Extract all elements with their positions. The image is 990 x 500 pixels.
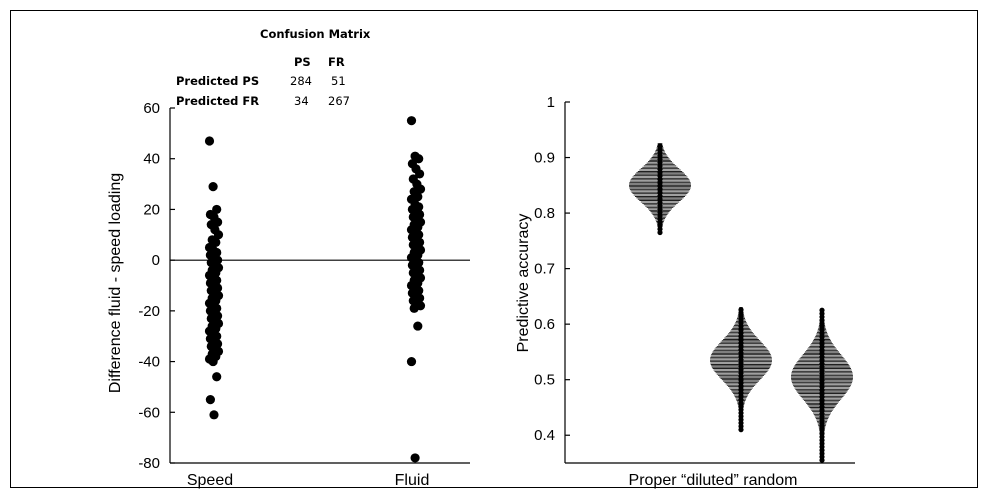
left-y-tick-label: 20 bbox=[143, 201, 160, 218]
cm-col-fr: FR bbox=[328, 55, 345, 69]
left-y-tick-label: -80 bbox=[138, 455, 160, 472]
cm-cell-fr-fr: 267 bbox=[328, 94, 350, 108]
left-y-tick-label: -40 bbox=[138, 354, 160, 371]
cm-col-ps: PS bbox=[294, 55, 311, 69]
scatter-point-speed bbox=[208, 182, 218, 192]
right-y-tick-label: 0.6 bbox=[534, 316, 555, 333]
cm-cell-ps-ps: 284 bbox=[290, 74, 312, 88]
right-chart: 0.40.50.60.70.80.91 Predictive accuracy … bbox=[515, 94, 855, 489]
distribution-diluted bbox=[710, 307, 772, 433]
left-y-tick-label: 60 bbox=[143, 100, 160, 117]
scatter-point-speed bbox=[208, 356, 218, 367]
scatter-point-fluid bbox=[406, 356, 417, 367]
distribution-random bbox=[791, 307, 853, 463]
confusion-matrix: Confusion Matrix PS FR Predicted PS 284 … bbox=[176, 27, 371, 108]
left-y-tick-label: 0 bbox=[152, 252, 160, 269]
left-x-tick-speed: Speed bbox=[187, 472, 233, 489]
scatter-point-fluid bbox=[415, 169, 425, 179]
left-y-tick-label: -60 bbox=[138, 404, 160, 421]
left-y-label: Difference fluid - speed loading bbox=[107, 173, 124, 393]
scatter-point-speed bbox=[209, 410, 219, 420]
right-y-tick-label: 0.4 bbox=[534, 427, 555, 444]
left-y-tick-label: -20 bbox=[138, 303, 160, 320]
distribution-point bbox=[738, 307, 744, 313]
cm-cell-ps-fr: 51 bbox=[331, 74, 346, 88]
scatter-point-speed bbox=[205, 395, 215, 405]
scatter-point-speed bbox=[212, 204, 222, 215]
right-y-tick-label: 0.7 bbox=[534, 261, 555, 278]
scatter-point-fluid bbox=[413, 321, 423, 331]
scatter-point-fluid bbox=[414, 154, 424, 164]
left-y-tick-label: 40 bbox=[143, 151, 160, 168]
right-y-tick-label: 0.8 bbox=[534, 205, 555, 222]
scatter-point-speed bbox=[211, 237, 221, 247]
cm-row-predicted-ps: Predicted PS bbox=[176, 74, 259, 88]
right-x-label: Proper “diluted” random bbox=[629, 472, 798, 489]
distribution-point bbox=[657, 143, 663, 149]
distribution-Proper bbox=[629, 143, 691, 236]
right-y-tick-label: 0.9 bbox=[534, 150, 555, 167]
left-chart: -80 -60 -40 -20 0 20 40 60 Difference fluid - s… bbox=[107, 100, 470, 489]
scatter-point-speed bbox=[212, 372, 222, 382]
confusion-matrix-title: Confusion Matrix bbox=[260, 27, 371, 41]
right-y-tick-label: 1 bbox=[547, 94, 555, 111]
scatter-point-fluid bbox=[410, 453, 420, 463]
scatter-point-speed bbox=[213, 230, 224, 240]
scatter-point-fluid bbox=[406, 116, 417, 126]
figure-frame bbox=[10, 10, 978, 488]
scatter-point-fluid bbox=[409, 303, 419, 313]
right-y-label: Predictive accuracy bbox=[515, 214, 532, 353]
cm-cell-fr-ps: 34 bbox=[294, 94, 309, 108]
left-x-tick-fluid: Fluid bbox=[395, 472, 430, 489]
distribution-point bbox=[819, 307, 825, 313]
cm-row-predicted-fr: Predicted FR bbox=[176, 94, 259, 108]
right-y-tick-label: 0.5 bbox=[534, 372, 555, 389]
scatter-point-speed bbox=[204, 136, 215, 146]
